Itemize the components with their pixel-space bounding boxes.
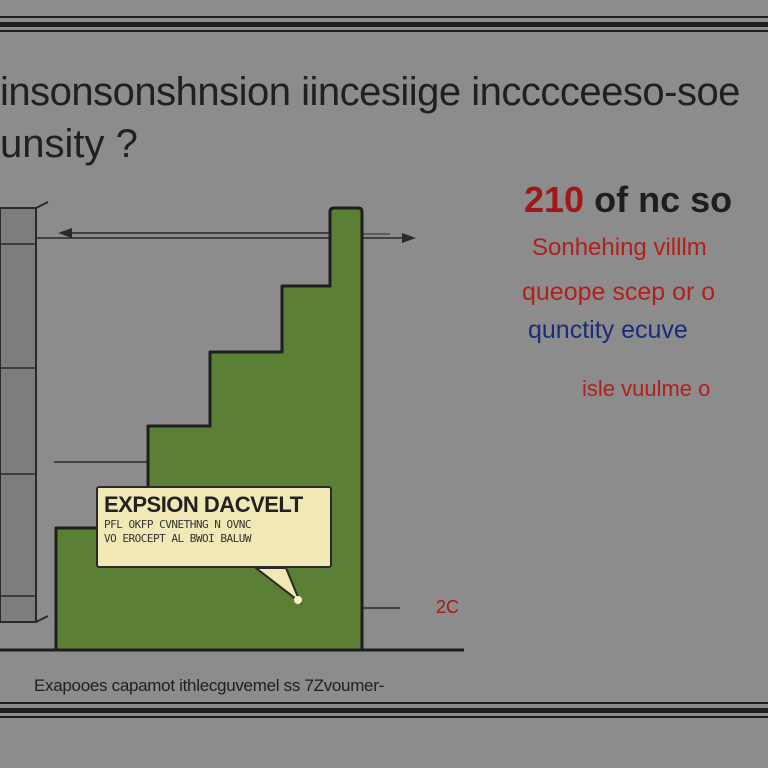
title-line-1: insonsonshnsion iincesiige incccceeso-so… — [0, 70, 740, 114]
title-line-2: unsity ? — [0, 122, 138, 166]
staircase-diagram — [0, 201, 464, 652]
callout-glow — [294, 596, 302, 604]
right-text-line: Sonhehing villlm — [532, 234, 707, 261]
headline-number: 210 — [524, 179, 585, 220]
callout-text: PFL OKFP CVNETHNG N OVNC — [104, 518, 251, 531]
callout-title: EXPSION DACVELT — [104, 492, 303, 517]
top-rule — [0, 16, 768, 18]
bottom-rule — [0, 702, 768, 704]
callout-text: VO EROCEPT AL BWOI BALUW — [104, 532, 251, 545]
double-arrow — [58, 228, 416, 243]
right-text-line: queope scep or o — [522, 278, 716, 306]
green-staircase — [54, 206, 364, 652]
right-text-line: qunctity ecuve — [528, 316, 688, 344]
callout-pointer — [253, 567, 303, 606]
expansion-callout: EXPSION DACVELT PFL OKFP CVNETHNG N OVNC… — [96, 486, 332, 568]
headline-text: of nc so — [594, 179, 733, 220]
right-headline: 210 of nc so — [524, 182, 732, 218]
caption: Exapooes capamot ithlecguvemel ss 7Zvoum… — [34, 676, 384, 695]
top-rule — [0, 22, 768, 27]
bottom-rule — [0, 708, 768, 713]
side-value-label: 2C — [436, 597, 460, 617]
bottom-rule — [0, 716, 768, 718]
top-rule — [0, 30, 768, 32]
right-text-line: isle vuulme o — [582, 376, 711, 401]
left-column — [0, 201, 49, 623]
